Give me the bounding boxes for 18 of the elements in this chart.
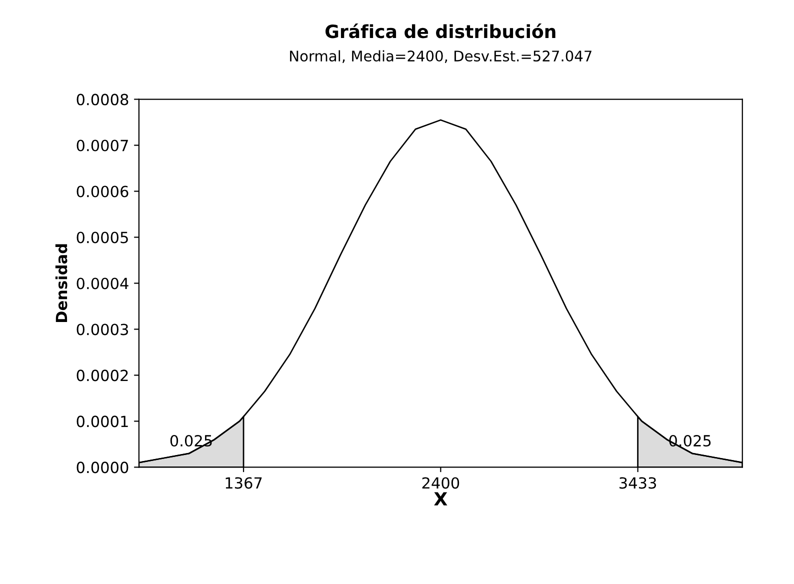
y-tick-label: 0.0005 (76, 232, 128, 244)
y-tick-label: 0.0002 (76, 370, 128, 382)
y-tick-label: 0.0000 (76, 462, 128, 474)
y-tick-label: 0.0001 (76, 416, 128, 428)
chart-subtitle: Normal, Media=2400, Desv.Est.=527.047 (290, 50, 592, 64)
x-axis-title: X (434, 492, 448, 506)
y-tick-label: 0.0003 (76, 324, 128, 336)
annotation: 0.025 (669, 434, 711, 447)
x-tick-label: 1367 (226, 477, 262, 489)
annotation: 0.025 (170, 434, 212, 447)
x-tick-label: 2400 (422, 477, 460, 489)
y-tick-label: 0.0008 (76, 94, 128, 106)
y-tick-label: 0.0004 (76, 278, 128, 290)
y-tick-label: 0.0007 (76, 140, 128, 152)
y-axis-title: Densidad (55, 244, 68, 322)
y-tick-label: 0.0006 (76, 186, 128, 198)
x-tick-label: 3433 (620, 477, 656, 489)
chart-title: Gráfica de distribución (326, 24, 556, 38)
